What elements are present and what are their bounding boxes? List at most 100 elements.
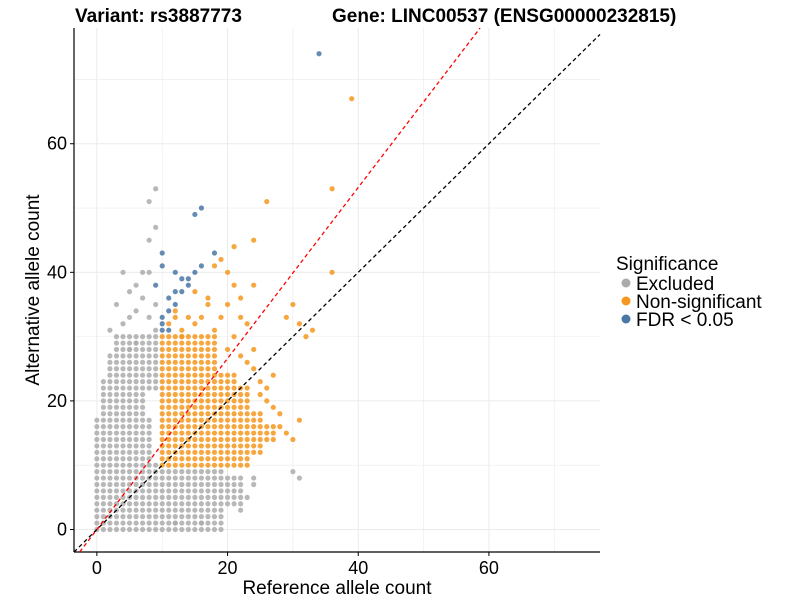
point-non-significant	[257, 411, 263, 417]
point-excluded	[126, 289, 133, 295]
point-excluded	[107, 494, 113, 500]
point-non-significant	[224, 443, 231, 449]
point-non-significant	[185, 456, 191, 462]
point-excluded	[192, 507, 198, 513]
point-excluded	[94, 494, 100, 500]
point-non-significant	[238, 436, 244, 443]
point-non-significant	[251, 430, 257, 436]
point-non-significant	[205, 456, 211, 462]
point-non-significant	[218, 391, 224, 398]
point-non-significant	[231, 411, 237, 417]
point-non-significant	[303, 334, 309, 340]
point-excluded	[185, 488, 191, 494]
point-non-significant	[159, 449, 165, 455]
point-excluded	[146, 237, 152, 243]
point-non-significant	[192, 334, 198, 340]
point-non-significant	[172, 366, 178, 372]
point-non-significant	[205, 449, 211, 455]
point-excluded	[100, 424, 107, 430]
point-excluded	[146, 417, 152, 423]
point-non-significant	[159, 353, 165, 359]
point-non-significant	[198, 334, 205, 340]
point-non-significant	[251, 366, 257, 372]
point-non-significant	[211, 263, 218, 269]
point-non-significant	[205, 424, 211, 430]
point-non-significant	[251, 436, 257, 443]
point-non-significant	[283, 430, 289, 436]
point-excluded	[126, 507, 133, 513]
point-non-significant	[224, 424, 231, 430]
point-excluded	[231, 494, 237, 500]
point-excluded	[140, 469, 146, 475]
point-excluded	[218, 481, 224, 488]
point-non-significant	[172, 462, 178, 468]
point-excluded	[133, 411, 139, 417]
point-excluded	[133, 507, 139, 513]
point-non-significant	[231, 372, 237, 378]
point-excluded	[113, 436, 120, 443]
point-non-significant	[257, 436, 263, 443]
point-non-significant	[198, 436, 205, 443]
point-excluded	[140, 385, 146, 391]
point-non-significant	[244, 404, 250, 410]
point-excluded	[218, 494, 224, 500]
point-non-significant	[283, 314, 289, 320]
point-non-significant	[244, 359, 250, 365]
point-non-significant	[238, 353, 244, 359]
point-excluded	[113, 404, 120, 410]
point-non-significant	[238, 443, 244, 449]
point-excluded	[126, 443, 133, 449]
point-non-significant	[251, 449, 257, 455]
point-non-significant	[231, 443, 237, 449]
point-non-significant	[231, 404, 237, 410]
point-excluded	[166, 494, 172, 500]
point-non-significant	[185, 424, 191, 430]
point-non-significant	[198, 411, 205, 417]
point-excluded	[140, 424, 146, 430]
point-non-significant	[231, 462, 237, 468]
point-non-significant	[185, 353, 191, 359]
point-non-significant	[172, 436, 178, 443]
point-non-significant	[224, 301, 231, 308]
point-excluded	[140, 449, 146, 455]
point-non-significant	[238, 456, 244, 462]
point-excluded	[172, 501, 178, 507]
point-non-significant	[224, 462, 231, 468]
point-excluded	[120, 404, 126, 410]
point-excluded	[126, 449, 133, 455]
point-non-significant	[185, 385, 191, 391]
point-excluded	[107, 430, 113, 436]
point-non-significant	[270, 404, 276, 410]
point-non-significant	[329, 186, 335, 192]
reference-line-identity	[73, 33, 601, 553]
point-excluded	[231, 501, 237, 507]
point-non-significant	[238, 424, 244, 430]
point-non-significant	[185, 379, 191, 385]
point-non-significant	[192, 436, 198, 443]
point-non-significant	[179, 462, 185, 468]
point-non-significant	[211, 359, 218, 365]
point-non-significant	[224, 404, 231, 410]
point-excluded	[100, 436, 107, 443]
point-excluded	[133, 385, 139, 391]
point-non-significant	[218, 443, 224, 449]
point-non-significant	[257, 417, 263, 423]
point-excluded	[146, 436, 152, 443]
point-excluded	[113, 411, 120, 417]
point-excluded	[133, 481, 139, 488]
point-fdr-0-05	[159, 314, 165, 320]
point-non-significant	[198, 346, 205, 353]
point-excluded	[120, 359, 126, 365]
point-excluded	[231, 475, 237, 481]
point-non-significant	[198, 379, 205, 385]
point-non-significant	[185, 340, 191, 346]
point-excluded	[198, 469, 205, 475]
point-non-significant	[198, 353, 205, 359]
point-excluded	[133, 443, 139, 449]
point-non-significant	[192, 449, 198, 455]
point-excluded	[153, 346, 159, 353]
point-excluded	[100, 488, 107, 494]
point-excluded	[107, 456, 113, 462]
point-excluded	[94, 424, 100, 430]
point-excluded	[140, 391, 146, 398]
